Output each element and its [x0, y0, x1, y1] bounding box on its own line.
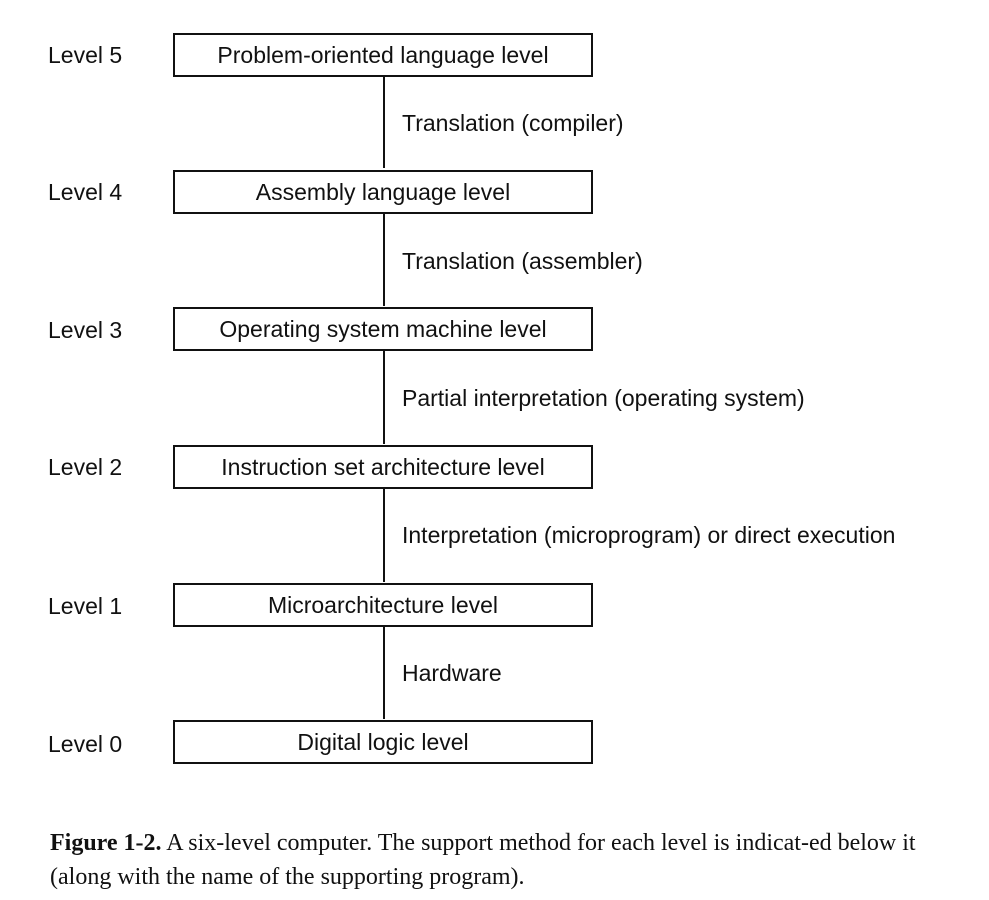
level-5-label: Level 5: [48, 42, 123, 68]
level-2-label: Level 2: [48, 454, 123, 480]
method-3-2-label: Partial interpretation (operating system…: [402, 385, 805, 411]
caption-text: A six-level computer. The support method…: [50, 830, 916, 890]
level-3-label: Level 3: [48, 317, 123, 343]
level-3-box: Operating system machine level: [173, 307, 593, 351]
connector-2-1: [383, 489, 385, 582]
level-0-box: Digital logic level: [173, 720, 593, 764]
figure-caption: Figure 1-2. A six-level computer. The su…: [50, 826, 970, 894]
method-5-4-label: Translation (compiler): [402, 110, 624, 136]
method-2-1-label: Interpretation (microprogram) or direct …: [402, 522, 896, 548]
level-5-box: Problem-oriented language level: [173, 33, 593, 77]
level-1-box: Microarchitecture level: [173, 583, 593, 627]
level-1-label: Level 1: [48, 593, 123, 619]
figure-number: Figure 1-2.: [50, 830, 162, 856]
level-4-label: Level 4: [48, 179, 123, 205]
method-1-0-label: Hardware: [402, 660, 502, 686]
connector-1-0: [383, 627, 385, 719]
level-4-box: Assembly language level: [173, 170, 593, 214]
connector-4-3: [383, 214, 385, 306]
connector-3-2: [383, 351, 385, 444]
connector-5-4: [383, 77, 385, 168]
six-level-diagram: Level 5 Problem-oriented language level …: [48, 33, 896, 764]
level-2-box: Instruction set architecture level: [173, 445, 593, 489]
method-4-3-label: Translation (assembler): [402, 248, 643, 274]
level-0-label: Level 0: [48, 731, 123, 757]
